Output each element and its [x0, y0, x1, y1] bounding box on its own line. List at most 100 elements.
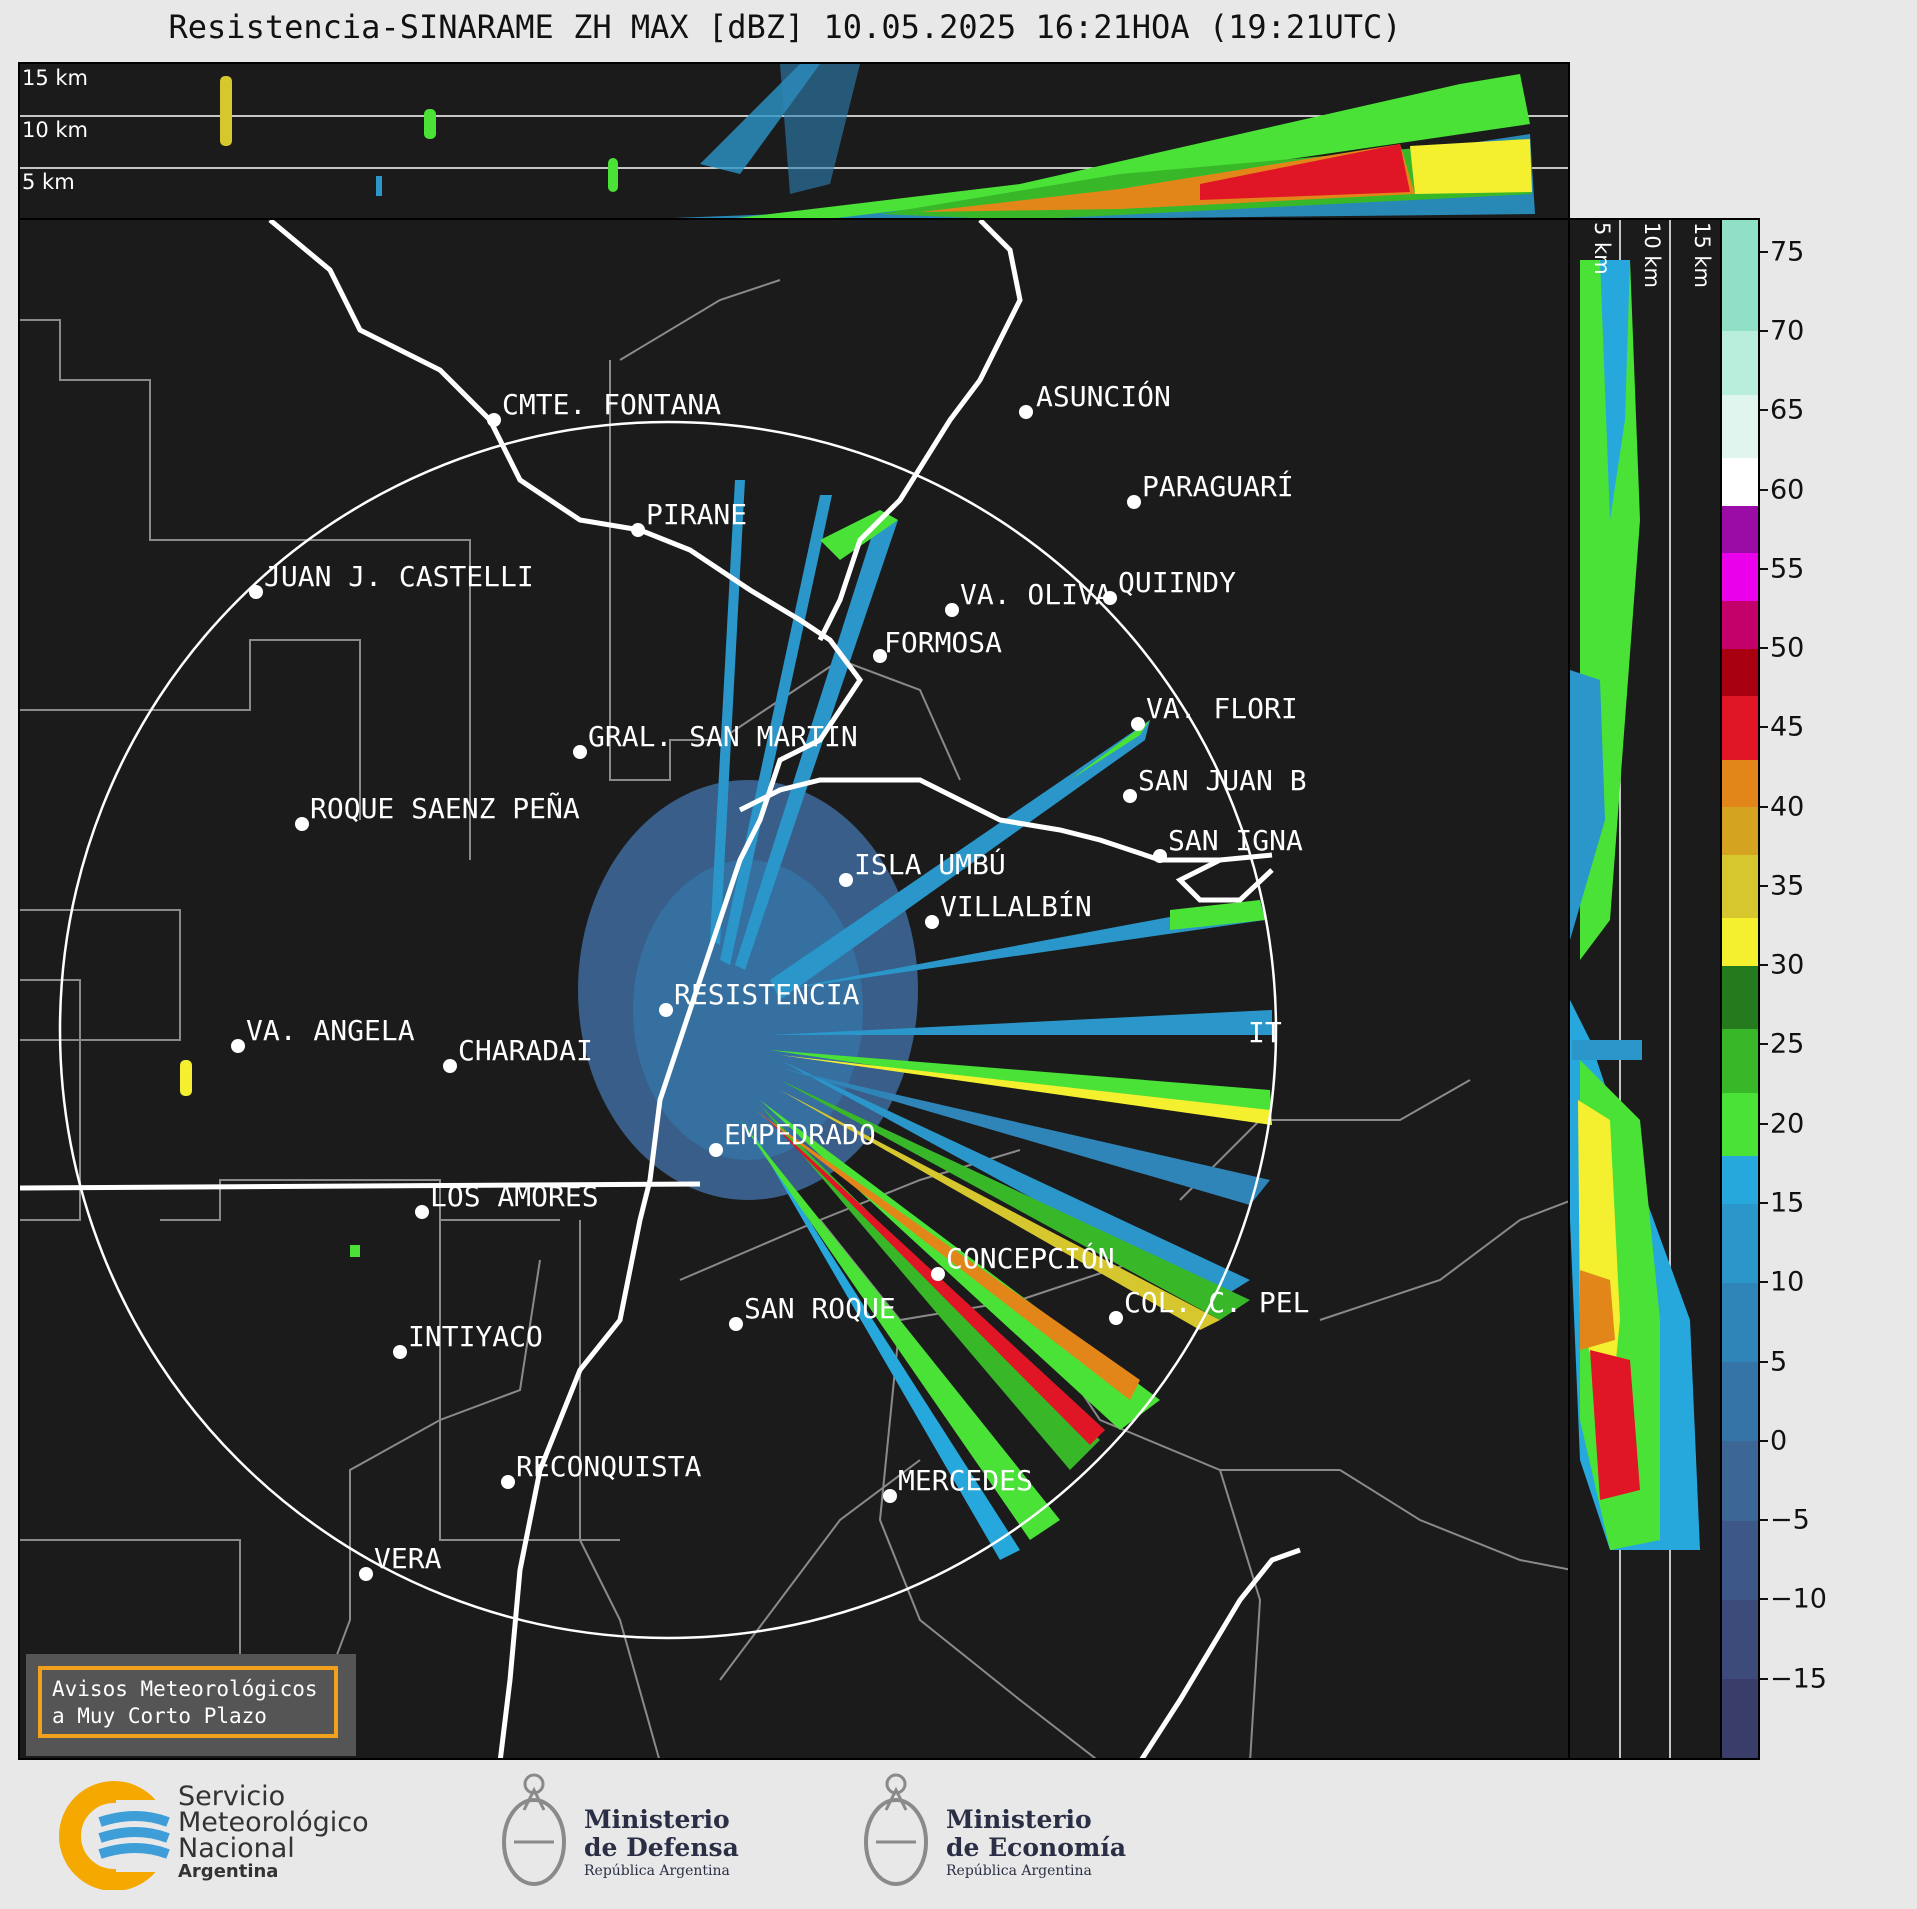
- city-dot: [925, 915, 939, 929]
- city-dot: [931, 1267, 945, 1281]
- colorbar-band: [1722, 505, 1758, 554]
- radar-title: Resistencia-SINARAME ZH MAX [dBZ] 10.05.…: [168, 8, 1402, 46]
- colorbar-tick-mark: [1760, 805, 1768, 808]
- colorbar-tick-mark: [1760, 1439, 1768, 1442]
- side-cross-section-panel: 5 km 10 km 15 km: [1568, 218, 1722, 1760]
- city-cmte-fontana: CMTE. FONTANA: [502, 388, 722, 421]
- warning-line-1: Avisos Meteorológicos: [52, 1677, 318, 1701]
- city-dot: [393, 1345, 407, 1359]
- colorbar-band: [1722, 759, 1758, 808]
- side-altitude-label-5: 5 km: [1590, 222, 1614, 275]
- colorbar-band: [1722, 1678, 1758, 1758]
- colorbar-tick-label: 25: [1770, 1028, 1805, 1060]
- colorbar-band: [1722, 806, 1758, 855]
- colorbar-tick-label: 15: [1770, 1187, 1805, 1219]
- colorbar-band: [1722, 1028, 1758, 1093]
- city-isla-umbu: ISLA UMBÚ: [854, 848, 1006, 881]
- altitude-label-15: 15 km: [22, 66, 89, 90]
- city-dot: [709, 1143, 723, 1157]
- colorbar-tick-mark: [1760, 1677, 1768, 1680]
- colorbar-band: [1722, 965, 1758, 1030]
- colorbar-band: [1722, 854, 1758, 919]
- colorbar-band: [1722, 1155, 1758, 1204]
- colorbar-tick-label: 65: [1770, 394, 1805, 426]
- city-charadai: CHARADAI: [458, 1034, 593, 1067]
- city-dot: [1109, 1311, 1123, 1325]
- colorbar-band: [1722, 1520, 1758, 1600]
- footer: Servicio Meteorológico Nacional Argentin…: [0, 1762, 1917, 1909]
- colorbar-tick-label: 10: [1770, 1266, 1805, 1298]
- economia-line-2: de Economía: [946, 1833, 1127, 1862]
- colorbar-tick-label: 30: [1770, 949, 1805, 981]
- colorbar-tick-label: 5: [1770, 1346, 1788, 1378]
- city-reconquista: RECONQUISTA: [516, 1450, 702, 1483]
- city-dot: [501, 1475, 515, 1489]
- colorbar-tick-label: −15: [1770, 1663, 1827, 1695]
- colorbar-band: [1722, 1282, 1758, 1363]
- colorbar-band: [1722, 1203, 1758, 1283]
- radar-map-panel[interactable]: CMTE. FONTANA ASUNCIÓN PARAGUARÍ PIRANE …: [18, 218, 1570, 1760]
- city-juan-j-castelli: JUAN J. CASTELLI: [264, 560, 534, 593]
- city-dot: [1103, 591, 1117, 605]
- city-dot: [631, 523, 645, 537]
- defensa-line-1: Ministerio: [584, 1805, 730, 1834]
- colorbar-tick-label: 75: [1770, 236, 1805, 268]
- colorbar-band: [1722, 600, 1758, 649]
- city-dot: [1153, 849, 1167, 863]
- colorbar-band: [1722, 917, 1758, 966]
- colorbar-tick-mark: [1760, 884, 1768, 887]
- city-dot: [443, 1059, 457, 1073]
- smn-logo-icon: [59, 1781, 186, 1890]
- range-ring: [58, 420, 1278, 1640]
- warning-box[interactable]: Avisos Meteorológicos a Muy Corto Plazo: [26, 1654, 356, 1756]
- colorbar-tick-label: 50: [1770, 632, 1805, 664]
- colorbar-tick-mark: [1760, 1043, 1768, 1046]
- colorbar-tick-label: −10: [1770, 1583, 1827, 1615]
- city-san-juan-b: SAN JUAN B: [1138, 764, 1307, 797]
- city-empedrado: EMPEDRADO: [724, 1118, 876, 1151]
- city-va-oliva: VA. OLIVA: [960, 578, 1112, 611]
- city-gral-san-martin: GRAL. SAN MARTIN: [588, 720, 858, 753]
- smn-line-2: Meteorológico: [178, 1807, 369, 1838]
- city-dot: [883, 1489, 897, 1503]
- colorbar-band: [1722, 1599, 1758, 1680]
- altitude-label-10: 10 km: [22, 118, 89, 142]
- smn-line-3: Nacional: [178, 1833, 295, 1864]
- colorbar-tick-label: 20: [1770, 1108, 1805, 1140]
- defensa-line-2: de Defensa: [584, 1833, 739, 1862]
- warning-link[interactable]: Avisos Meteorológicos a Muy Corto Plazo: [38, 1666, 338, 1738]
- colorbar-tick-mark: [1760, 250, 1768, 253]
- warning-line-2: a Muy Corto Plazo: [52, 1704, 267, 1728]
- colorbar-tick-label: 35: [1770, 870, 1805, 902]
- city-formosa: FORMOSA: [884, 626, 1003, 659]
- city-asuncion: ASUNCIÓN: [1036, 380, 1171, 413]
- smn-line-4: Argentina: [178, 1861, 279, 1882]
- top-cross-section-svg: [20, 64, 1568, 218]
- colorbar-band: [1722, 394, 1758, 459]
- colorbar-band: [1722, 330, 1758, 395]
- city-dot: [1127, 495, 1141, 509]
- colorbar-band: [1722, 220, 1758, 332]
- city-dot: [573, 745, 587, 759]
- city-dot: [1131, 717, 1145, 731]
- city-dot: [249, 585, 263, 599]
- city-los-amores: LOS AMORES: [430, 1180, 599, 1213]
- city-dot: [1019, 405, 1033, 419]
- colorbar-tick-label: 0: [1770, 1425, 1788, 1457]
- city-san-igna: SAN IGNA: [1168, 824, 1303, 857]
- city-dot: [659, 1003, 673, 1017]
- economia-line-3: República Argentina: [946, 1863, 1092, 1879]
- colorbar-band: [1722, 695, 1758, 760]
- city-san-roque: SAN ROQUE: [744, 1292, 896, 1325]
- colorbar-tick-mark: [1760, 488, 1768, 491]
- city-dot: [873, 649, 887, 663]
- altitude-label-5: 5 km: [22, 170, 75, 194]
- city-va-angela: VA. ANGELA: [246, 1014, 415, 1047]
- city-resistencia: RESISTENCIA: [674, 978, 860, 1011]
- city-dot: [295, 817, 309, 831]
- city-pirane: PIRANE: [646, 498, 748, 531]
- city-dot: [359, 1567, 373, 1581]
- colorbar-tick-label: 60: [1770, 474, 1805, 506]
- radar-map-svg: [20, 220, 1568, 1758]
- colorbar-tick-mark: [1760, 567, 1768, 570]
